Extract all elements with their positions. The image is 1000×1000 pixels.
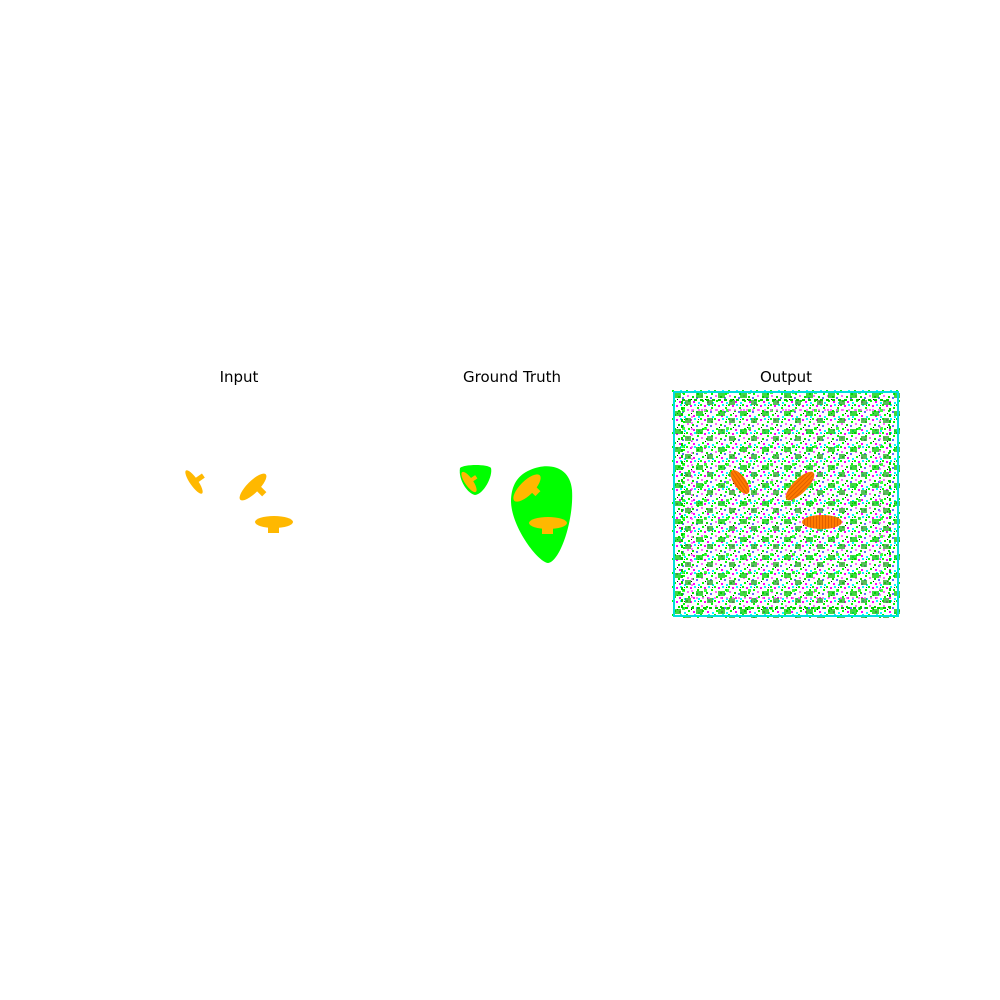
input-image [125, 390, 353, 618]
predicted-object-large [802, 515, 842, 529]
object-shape-large [255, 516, 293, 533]
border-frame-inner [681, 399, 891, 609]
object-shape-small [185, 470, 205, 494]
mask-region-large [511, 466, 573, 563]
object-shape-medium-gt [513, 474, 541, 502]
border-frame-inner-2 [691, 409, 881, 599]
ground-truth-image [398, 390, 626, 618]
noise-clusters [672, 390, 900, 618]
panel-title-output: Output [759, 368, 813, 386]
object-shape-small-gt [461, 471, 478, 493]
predicted-object-medium [785, 471, 815, 501]
mask-region-small [459, 465, 492, 495]
object-shape-large-gt [529, 517, 567, 534]
output-image [672, 390, 900, 618]
panel-title-input: Input [219, 368, 259, 386]
panel-title-ground-truth: Ground Truth [463, 368, 561, 386]
object-shape-medium [239, 473, 267, 501]
border-frame-outer [673, 391, 899, 617]
predicted-object-small [730, 470, 750, 494]
